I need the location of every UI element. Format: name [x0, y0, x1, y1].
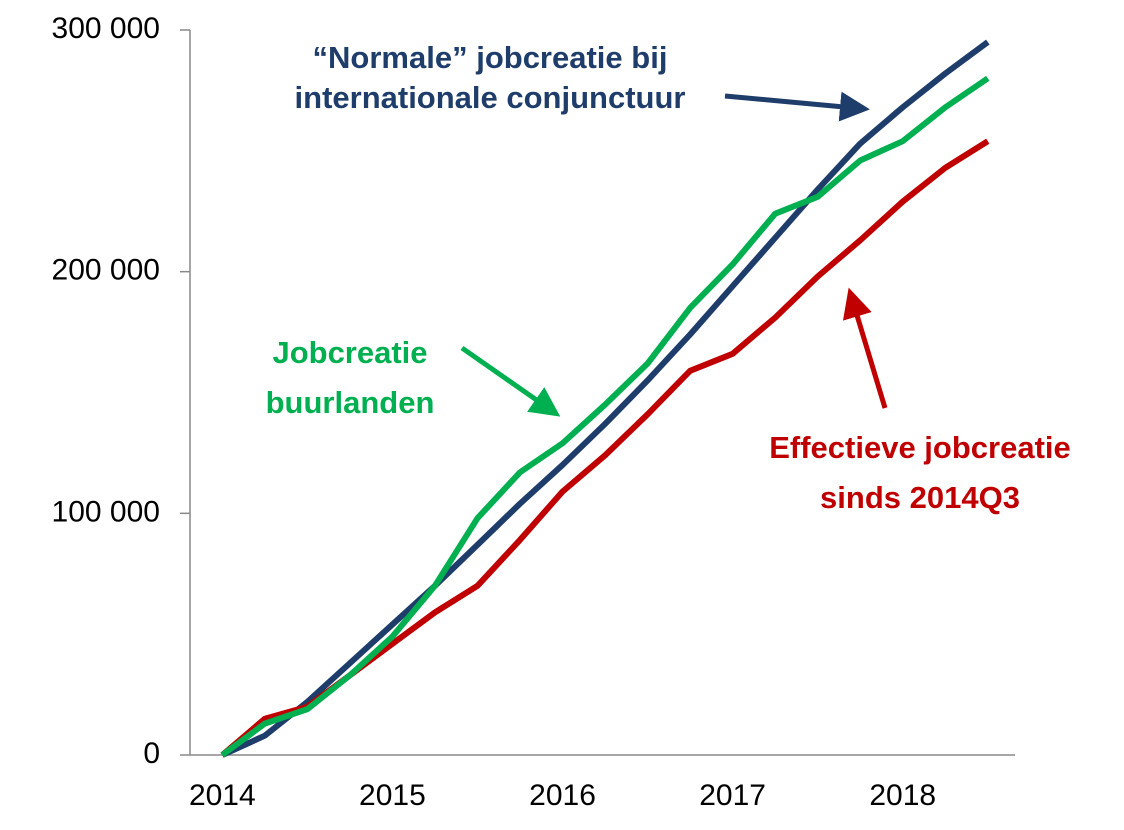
arrow	[842, 287, 888, 409]
annotation: “Normale” jobcreatie bij	[313, 40, 668, 75]
y-tick-label: 300 000	[52, 12, 160, 45]
x-tick-label: 2014	[189, 779, 256, 812]
y-tick-label: 100 000	[52, 495, 160, 528]
arrow	[460, 345, 561, 417]
line	[220, 75, 990, 758]
line	[221, 39, 990, 758]
x-tick-label: 2017	[699, 779, 766, 812]
arrow	[724, 91, 870, 122]
y-tick-label: 200 000	[52, 254, 160, 287]
x-tick-label: 2015	[359, 779, 426, 812]
annotation: Jobcreatie	[272, 335, 427, 370]
annotation: sinds 2014Q3	[820, 480, 1020, 515]
annotation: internationale conjunctuur	[295, 80, 686, 115]
annotation: buurlanden	[266, 385, 435, 420]
x-tick-label: 2016	[529, 779, 596, 812]
annotation: Effectieve jobcreatie	[769, 430, 1071, 465]
y-tick-label: 0	[143, 737, 160, 770]
x-tick-label: 2018	[869, 779, 936, 812]
